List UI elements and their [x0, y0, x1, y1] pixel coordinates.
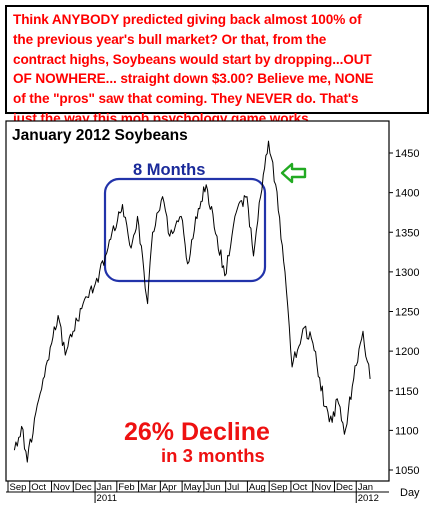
x-month-label: Apr — [162, 482, 177, 493]
x-month-label: Dec — [336, 482, 353, 493]
x-month-label: Dec — [75, 482, 92, 493]
y-tick-label: 1300 — [395, 267, 419, 279]
x-axis-label: Day — [400, 487, 420, 499]
callout-line: contract highs, Soybeans would start by … — [13, 51, 372, 67]
decline-label: 26% Decline — [124, 418, 270, 446]
x-month-label: Jul — [227, 482, 239, 493]
y-tick-label: 1200 — [395, 346, 419, 358]
range-box-label: 8 Months — [133, 161, 205, 179]
x-year-label: 2012 — [358, 493, 379, 504]
y-tick-label: 1250 — [395, 307, 419, 319]
x-month-label: Sep — [10, 482, 27, 493]
decline-sublabel: in 3 months — [161, 445, 265, 466]
y-tick-label: 1100 — [395, 425, 419, 437]
x-month-label: Feb — [118, 482, 134, 493]
callout-line: of the "pros" saw that coming. They NEVE… — [13, 91, 359, 107]
chart-title: January 2012 Soybeans — [12, 127, 188, 144]
price-series-line — [13, 140, 371, 463]
y-tick-label: 1150 — [395, 386, 419, 398]
y-tick-label: 1450 — [395, 148, 419, 160]
y-tick-label: 1350 — [395, 227, 419, 239]
peak-arrow-icon — [280, 162, 307, 184]
range-box — [103, 177, 267, 283]
x-month-label: Sep — [271, 482, 288, 493]
x-year-label: 2011 — [97, 493, 117, 504]
x-axis: Sep Oct Nov Dec Jan Feb Mar Apr May Jun Jul Aug Sep O… — [6, 481, 389, 504]
plot-area — [5, 120, 390, 482]
x-month-label: Nov — [53, 482, 70, 493]
x-month-label: Jun — [205, 482, 220, 493]
x-month-label: Oct — [292, 482, 307, 493]
callout-line: the previous year's bull market? Or that… — [13, 31, 327, 47]
x-month-label: May — [184, 482, 202, 493]
callout-line: OF NOWHERE... straight down $3.00? Belie… — [13, 71, 374, 87]
y-tick-label: 1050 — [395, 465, 419, 477]
callout-line: Think ANYBODY predicted giving back almo… — [13, 12, 362, 27]
x-month-label: Jan — [97, 482, 112, 493]
y-axis: 1050 1100 1150 1200 1250 1300 1350 1400 1450 — [389, 148, 419, 477]
y-tick-label: 1400 — [395, 188, 419, 200]
x-month-label: Aug — [249, 482, 266, 493]
x-month-label: Mar — [140, 482, 156, 493]
x-month-label: Oct — [31, 482, 46, 493]
x-month-label: Nov — [314, 482, 331, 493]
x-month-label: Jan — [358, 482, 373, 493]
